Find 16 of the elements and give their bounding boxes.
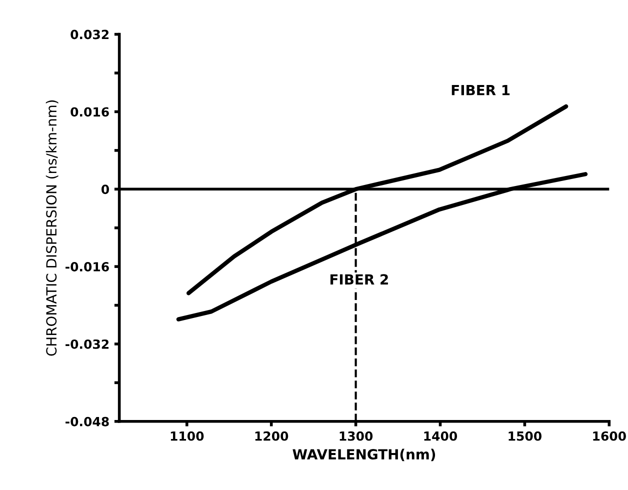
y-tick-label: -0.032	[66, 339, 109, 349]
x-tick-label: 1400	[424, 431, 458, 441]
x-axis-title: WAVELENGTH(nm)	[292, 448, 436, 462]
series-label: FIBER 2	[330, 274, 388, 284]
x-tick-label: 1600	[593, 431, 626, 441]
y-tick-label: 0	[102, 184, 109, 194]
x-tick-label: 1500	[508, 431, 542, 441]
x-tick-label: 1100	[170, 431, 204, 441]
text: FIBER 1	[452, 85, 510, 96]
y-tick-label: 0.016	[70, 107, 109, 117]
y-axis-title: CHROMATIC DISPERSION (ns/km-nm)	[46, 100, 58, 356]
x-tick-label: 1300	[340, 431, 373, 441]
x-tick-label: 1200	[255, 431, 288, 441]
y-tick-label: 0.032	[70, 30, 109, 40]
y-tick-label: -0.048	[66, 416, 109, 426]
y-tick-label: -0.016	[66, 262, 109, 272]
